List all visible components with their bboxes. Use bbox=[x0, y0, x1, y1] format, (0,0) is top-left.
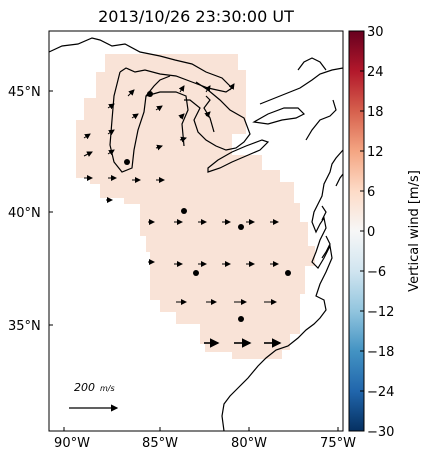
colorbar-tick-label: −24 bbox=[367, 385, 394, 400]
wind-arrow bbox=[131, 113, 139, 120]
station-dot bbox=[147, 91, 153, 97]
station-dot bbox=[181, 208, 187, 214]
scale-unit: m/s bbox=[100, 384, 115, 393]
station-dot bbox=[285, 270, 291, 276]
wind-arrow bbox=[204, 111, 211, 118]
wind-arrow bbox=[155, 144, 163, 151]
scale-label: 200 bbox=[74, 381, 95, 394]
wind-arrow bbox=[178, 85, 185, 93]
wind-arrow bbox=[204, 85, 211, 93]
coastlines bbox=[49, 37, 343, 431]
station-dot bbox=[124, 159, 130, 165]
wind-arrow bbox=[179, 136, 187, 143]
map-ticks bbox=[49, 90, 339, 431]
wind-arrow bbox=[155, 105, 163, 112]
colorbar-label: Vertical wind [m/s] bbox=[407, 170, 422, 292]
colorbar-tick-label: −6 bbox=[367, 265, 386, 280]
lon-label-85: 85°W bbox=[142, 436, 178, 451]
lon-label-80: 80°W bbox=[231, 436, 267, 451]
wind-arrow bbox=[107, 103, 115, 110]
wind-arrow bbox=[83, 151, 93, 157]
colorbar-tick-label: 18 bbox=[367, 105, 384, 120]
map-area bbox=[49, 37, 343, 431]
station-dot bbox=[193, 270, 199, 276]
wind-arrow bbox=[107, 149, 115, 156]
colorbar-tick-label: 30 bbox=[367, 25, 384, 40]
station-dot bbox=[238, 224, 244, 230]
lat-label-40: 40°N bbox=[8, 206, 41, 221]
station-markers bbox=[124, 91, 291, 322]
plot-title: 2013/10/26 23:30:00 UT bbox=[98, 7, 294, 26]
lon-label-90: 90°W bbox=[54, 436, 90, 451]
colorbar-tick-label: −18 bbox=[367, 345, 394, 360]
lon-label-75: 75°W bbox=[320, 436, 356, 451]
lat-labels: 45°N 40°N 35°N bbox=[8, 85, 41, 334]
colorbar bbox=[349, 31, 364, 431]
colorbar-ticks: 30 24 18 12 6 0 −6 −12 −18 −24 −30 bbox=[360, 25, 394, 440]
wind-arrow bbox=[83, 133, 91, 140]
colorbar-tick-label: 24 bbox=[367, 65, 384, 80]
wind-arrow bbox=[127, 89, 135, 97]
map-frame bbox=[48, 30, 344, 432]
wind-arrow bbox=[107, 129, 115, 136]
colorbar-tick-label: 12 bbox=[367, 145, 384, 160]
wind-arrow bbox=[228, 83, 235, 91]
colorbar-tick-label: −30 bbox=[367, 425, 394, 440]
lon-labels: 90°W 85°W 80°W 75°W bbox=[54, 436, 356, 451]
station-dot bbox=[238, 316, 244, 322]
coverage-region bbox=[76, 54, 315, 359]
colorbar-tick-label: −12 bbox=[367, 305, 394, 320]
colorbar-tick-label: 6 bbox=[367, 185, 375, 200]
colorbar-tick-label: 0 bbox=[367, 225, 375, 240]
wind-vectors bbox=[83, 83, 282, 348]
lat-label-35: 35°N bbox=[8, 319, 41, 334]
lat-label-45: 45°N bbox=[8, 85, 41, 100]
wind-arrow bbox=[178, 113, 185, 120]
